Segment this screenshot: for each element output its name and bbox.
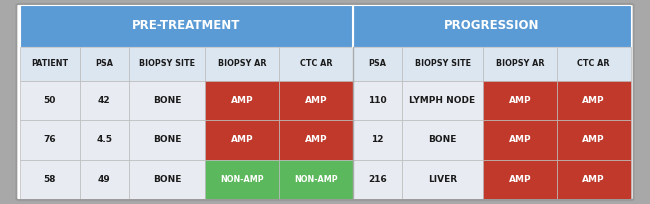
Bar xyxy=(280,120,353,160)
Bar xyxy=(402,81,483,120)
Text: LIVER: LIVER xyxy=(428,175,457,184)
Text: AMP: AMP xyxy=(305,96,328,105)
Bar xyxy=(353,81,402,120)
Text: AMP: AMP xyxy=(582,96,605,105)
Bar xyxy=(402,47,483,81)
Text: PROGRESSION: PROGRESSION xyxy=(444,19,540,32)
Bar xyxy=(556,120,630,160)
FancyBboxPatch shape xyxy=(8,1,642,203)
Text: BIOPSY SITE: BIOPSY SITE xyxy=(415,59,471,68)
Bar xyxy=(80,81,129,120)
Bar xyxy=(205,47,280,81)
Bar xyxy=(20,47,80,81)
Bar xyxy=(280,81,353,120)
Bar xyxy=(556,81,630,120)
Text: LYMPH NODE: LYMPH NODE xyxy=(410,96,476,105)
Bar xyxy=(483,47,556,81)
Bar xyxy=(280,160,353,199)
Text: CTC AR: CTC AR xyxy=(577,59,610,68)
Bar xyxy=(483,81,556,120)
Text: AMP: AMP xyxy=(508,135,531,144)
Text: PSA: PSA xyxy=(96,59,113,68)
Text: BIOPSY AR: BIOPSY AR xyxy=(218,59,266,68)
Bar xyxy=(20,160,80,199)
Bar xyxy=(280,47,353,81)
Bar xyxy=(129,81,205,120)
Bar xyxy=(20,5,353,47)
Bar xyxy=(20,81,80,120)
Bar xyxy=(353,160,402,199)
Bar xyxy=(353,120,402,160)
Bar xyxy=(402,120,483,160)
Text: NON-AMP: NON-AMP xyxy=(294,175,338,184)
Text: 76: 76 xyxy=(44,135,56,144)
Bar xyxy=(556,47,630,81)
Text: 42: 42 xyxy=(98,96,110,105)
Text: AMP: AMP xyxy=(231,135,254,144)
Text: BONE: BONE xyxy=(428,135,457,144)
Text: PATIENT: PATIENT xyxy=(31,59,68,68)
FancyBboxPatch shape xyxy=(16,4,634,200)
Text: AMP: AMP xyxy=(231,96,254,105)
Bar xyxy=(80,120,129,160)
Bar xyxy=(483,120,556,160)
Text: AMP: AMP xyxy=(582,135,605,144)
Bar xyxy=(20,120,80,160)
Bar xyxy=(353,5,630,47)
Text: BONE: BONE xyxy=(153,96,181,105)
Bar xyxy=(556,160,630,199)
Bar xyxy=(129,47,205,81)
Bar xyxy=(205,160,280,199)
Text: CTC AR: CTC AR xyxy=(300,59,332,68)
Bar xyxy=(80,47,129,81)
Text: NON-AMP: NON-AMP xyxy=(220,175,264,184)
Text: AMP: AMP xyxy=(508,175,531,184)
Text: AMP: AMP xyxy=(508,96,531,105)
Text: 4.5: 4.5 xyxy=(96,135,112,144)
Bar xyxy=(129,120,205,160)
Bar xyxy=(483,160,556,199)
Text: BONE: BONE xyxy=(153,175,181,184)
Text: 110: 110 xyxy=(369,96,387,105)
Bar xyxy=(80,160,129,199)
Bar xyxy=(402,160,483,199)
Text: AMP: AMP xyxy=(305,135,328,144)
Text: AMP: AMP xyxy=(582,175,605,184)
Text: BONE: BONE xyxy=(153,135,181,144)
Bar xyxy=(205,120,280,160)
Text: 50: 50 xyxy=(44,96,56,105)
Text: PSA: PSA xyxy=(369,59,387,68)
Text: 58: 58 xyxy=(44,175,56,184)
Text: 12: 12 xyxy=(371,135,384,144)
Text: PRE-TREATMENT: PRE-TREATMENT xyxy=(132,19,240,32)
Text: BIOPSY AR: BIOPSY AR xyxy=(495,59,544,68)
Text: BIOPSY SITE: BIOPSY SITE xyxy=(139,59,195,68)
Bar xyxy=(129,160,205,199)
Bar xyxy=(205,81,280,120)
Text: 216: 216 xyxy=(369,175,387,184)
Text: 49: 49 xyxy=(98,175,110,184)
Bar xyxy=(353,47,402,81)
